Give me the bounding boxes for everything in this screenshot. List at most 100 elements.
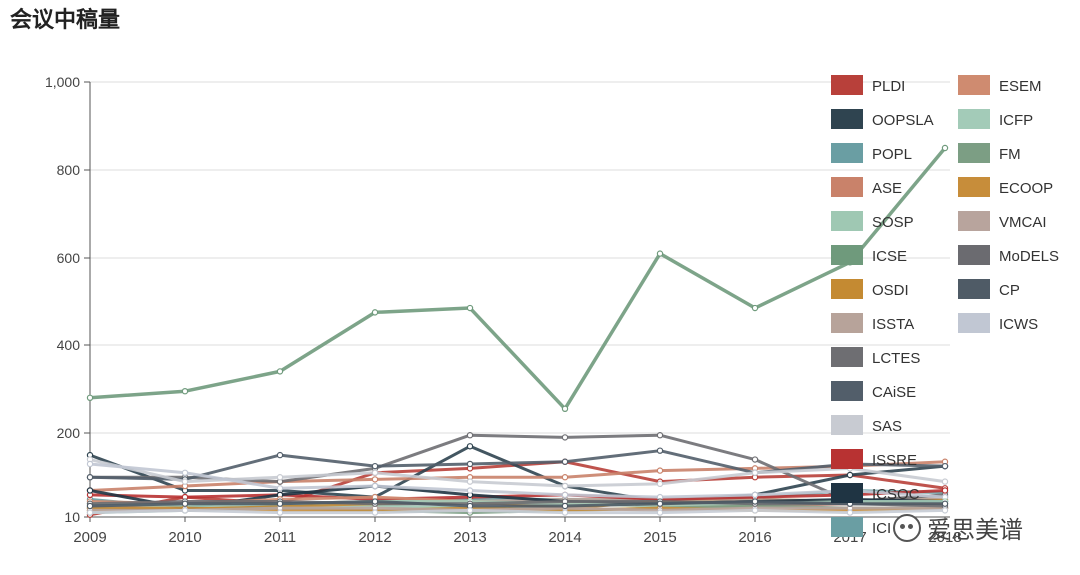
data-point xyxy=(561,491,569,499)
data-point xyxy=(86,509,94,516)
x-tick-label: 2015 xyxy=(643,529,676,546)
data-point xyxy=(561,509,569,516)
legend-label[interactable]: POPL xyxy=(872,146,912,163)
legend-swatch[interactable] xyxy=(831,143,863,163)
x-tick-label: 2013 xyxy=(453,529,486,546)
series-lines xyxy=(86,144,949,518)
legend-swatch[interactable] xyxy=(831,75,863,95)
x-tick-label: 2009 xyxy=(73,529,106,546)
legend-swatch[interactable] xyxy=(958,313,990,333)
legend-swatch[interactable] xyxy=(958,279,990,299)
series-line-oopsla xyxy=(89,444,946,504)
data-point xyxy=(276,509,284,516)
page-title: 会议中稿量 xyxy=(10,8,121,33)
legend-swatch[interactable] xyxy=(831,415,863,435)
data-point xyxy=(561,482,569,490)
data-point xyxy=(181,469,189,476)
legend-label[interactable]: ASE xyxy=(872,180,902,197)
legend-swatch[interactable] xyxy=(831,109,863,129)
data-point xyxy=(751,498,759,505)
data-point xyxy=(751,507,759,514)
data-point xyxy=(656,432,664,439)
series-line-vmcai xyxy=(90,506,945,512)
x-tick-label: 2016 xyxy=(738,529,771,546)
legend-swatch[interactable] xyxy=(958,245,990,265)
legend-swatch[interactable] xyxy=(831,245,863,265)
y-tick-label: 200 xyxy=(57,425,81,441)
data-point xyxy=(371,498,379,505)
data-point xyxy=(561,458,569,465)
wechat-icon xyxy=(893,513,921,542)
data-point xyxy=(181,478,189,485)
data-point xyxy=(466,507,474,514)
legend-swatch[interactable] xyxy=(958,211,990,231)
data-point xyxy=(371,509,379,516)
legend-label[interactable]: SOSP xyxy=(872,214,914,231)
legend-swatch[interactable] xyxy=(831,211,863,231)
data-point xyxy=(561,502,569,510)
data-point xyxy=(656,250,664,257)
legend-label[interactable]: VMCAI xyxy=(999,214,1047,231)
x-tick-label: 2011 xyxy=(264,529,296,546)
legend-swatch[interactable] xyxy=(831,177,863,197)
legend-label[interactable]: ICI xyxy=(872,520,891,537)
legend-swatch[interactable] xyxy=(831,483,863,503)
data-point xyxy=(276,500,284,507)
legend-label[interactable]: OSDI xyxy=(872,282,909,299)
data-point xyxy=(466,432,474,439)
legend-label[interactable]: ICSOC xyxy=(872,486,920,503)
legend-swatch[interactable] xyxy=(958,177,990,197)
legend-swatch[interactable] xyxy=(831,381,863,401)
legend-label[interactable]: ICSE xyxy=(872,248,907,265)
data-point xyxy=(561,434,569,441)
data-point xyxy=(751,491,759,499)
data-point xyxy=(751,456,759,463)
legend-label[interactable]: SAS xyxy=(872,418,902,435)
y-tick-label: 800 xyxy=(57,162,81,178)
legend-label[interactable]: ICFP xyxy=(999,112,1033,129)
legend-swatch[interactable] xyxy=(831,313,863,333)
data-point xyxy=(86,394,94,401)
legend-swatch[interactable] xyxy=(831,347,863,367)
y-tick-label: 600 xyxy=(57,250,81,266)
legend-label[interactable]: ICWS xyxy=(999,316,1038,333)
x-tick-label: 2010 xyxy=(168,529,201,546)
data-point xyxy=(466,487,474,494)
data-point xyxy=(466,460,474,468)
data-point xyxy=(941,500,949,507)
series-line-icws xyxy=(89,508,946,515)
legend-label[interactable]: ISSTA xyxy=(872,316,914,333)
series-line-issre xyxy=(89,488,946,501)
legend-label[interactable]: ESEM xyxy=(999,78,1042,95)
data-point xyxy=(181,507,189,514)
data-point xyxy=(656,447,664,454)
legend-swatch[interactable] xyxy=(831,517,863,537)
y-tick-label: 1,000 xyxy=(45,74,80,90)
data-point xyxy=(371,476,379,483)
legend-label[interactable]: FM xyxy=(999,146,1021,163)
legend-label[interactable]: CP xyxy=(999,282,1020,299)
data-point xyxy=(371,482,379,490)
legend-label[interactable]: LCTES xyxy=(872,350,920,367)
legend-label[interactable]: CAiSE xyxy=(872,384,916,401)
data-point xyxy=(371,309,379,316)
legend-label[interactable]: MoDELS xyxy=(999,248,1059,265)
legend-label[interactable]: OOPSLA xyxy=(872,112,934,129)
legend-swatch[interactable] xyxy=(958,143,990,163)
data-point xyxy=(751,304,759,312)
legend-swatch[interactable] xyxy=(831,279,863,299)
data-point xyxy=(561,405,569,412)
y-tick-label: 400 xyxy=(57,337,81,353)
legend-label[interactable]: PLDI xyxy=(872,78,905,95)
legend-swatch[interactable] xyxy=(958,109,990,129)
data-point xyxy=(86,502,94,510)
legend-label[interactable]: ECOOP xyxy=(999,180,1053,197)
data-point xyxy=(941,462,949,470)
data-point xyxy=(656,509,664,516)
legend-label[interactable]: ISSRE xyxy=(872,452,917,469)
legend-swatch[interactable] xyxy=(958,75,990,95)
x-axis: 2009 2010 2011 2012 2013 2014 2015 2016 2017 2018 xyxy=(73,516,962,546)
data-point xyxy=(466,304,474,312)
legend-swatch[interactable] xyxy=(831,449,863,469)
